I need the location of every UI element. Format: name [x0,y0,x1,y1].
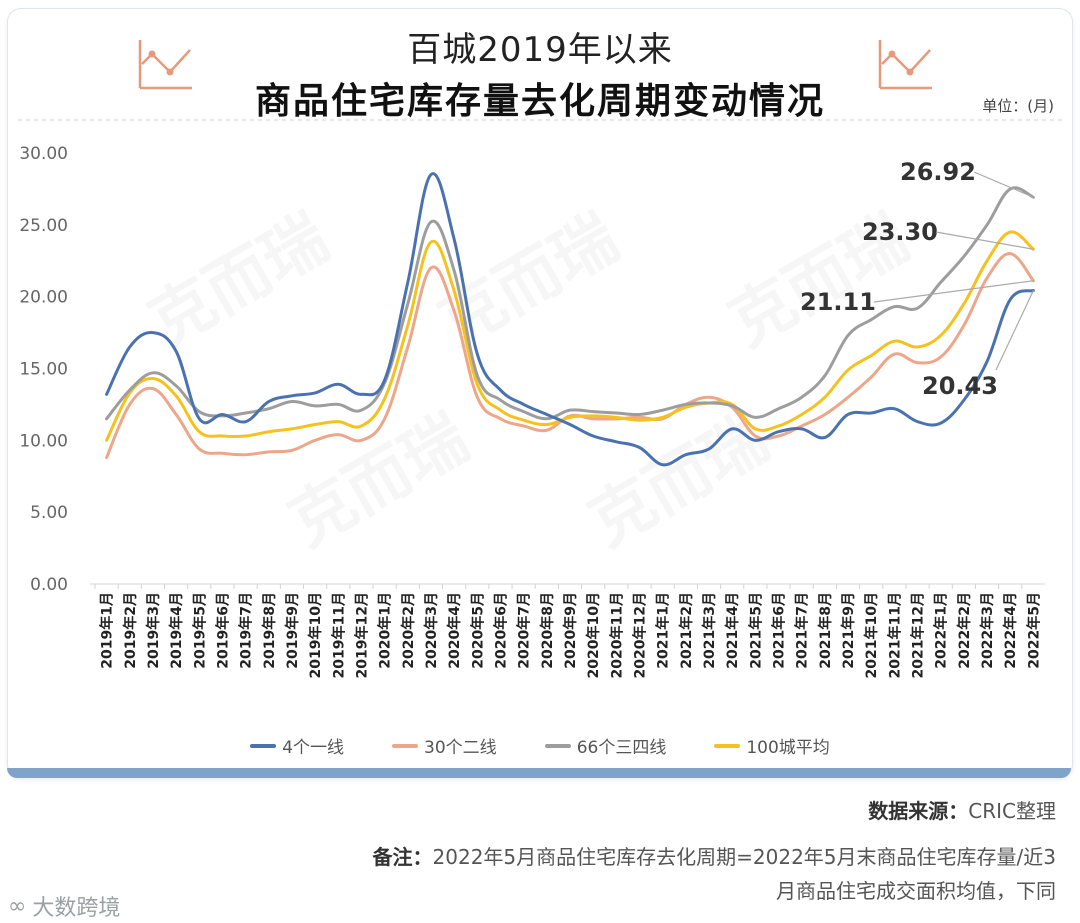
x-tick-label: 2019年9月 [284,592,301,669]
x-tick-label: 2020年4月 [446,592,463,669]
x-tick-label: 2019年1月 [99,592,116,669]
x-tick-label: 2020年8月 [539,592,556,669]
unit-label: 单位：(月) [982,97,1054,115]
x-tick-label: 2019年10月 [307,592,324,678]
x-tick-label: 2021年1月 [655,592,672,669]
legend-label: 30个二线 [424,738,497,758]
data-label: 21.11 [800,288,876,316]
legend-item: 4个一线 [250,733,344,758]
note-value: 2022年5月商品住宅库存去化周期=2022年5月末商品住宅库存量/近3月商品住… [432,845,1056,903]
x-tick-label: 2019年5月 [191,592,208,669]
x-tick-label: 2019年8月 [261,592,278,669]
x-tick-label: 2019年7月 [238,592,255,669]
series-line [105,186,1035,421]
chart-decoration-icon [878,40,932,90]
x-tick-label: 2019年3月 [145,592,162,669]
y-tick-label: 30.00 [19,144,68,164]
x-tick-label: 2020年12月 [632,592,649,678]
x-tick-label: 2019年4月 [168,592,185,669]
y-tick-label: 5.00 [30,503,68,523]
chart-decoration-icon [138,40,192,90]
leader-line [873,280,1034,303]
legend-item: 100城平均 [714,733,830,758]
x-tick-label: 2019年12月 [353,592,370,678]
legend: 4个一线 30个二线 66个三四线 100城平均 [0,733,1080,758]
x-tick-label: 2020年6月 [492,592,509,669]
brand-name: 大数跨境 [32,896,121,921]
footnote: 备注：2022年5月商品住宅库存去化周期=2022年5月末商品住宅库存量/近3月… [356,840,1056,908]
card-bottom-bar [7,768,1071,778]
x-tick-label: 2021年6月 [771,592,788,669]
chart-title-line2: 商品住宅库存量去化周期变动情况 [254,81,825,122]
x-tick-label: 2021年4月 [724,592,741,669]
source-value: CRIC整理 [968,799,1056,823]
x-tick-label: 2020年7月 [516,592,533,669]
series-line [105,230,1035,442]
x-tick-label: 2020年1月 [377,592,394,669]
x-tick-label: 2019年11月 [330,592,347,678]
x-tick-label: 2022年4月 [1002,592,1019,669]
leader-line [973,171,1034,198]
leader-line [935,231,1034,250]
x-tick-label: 2022年5月 [1025,592,1042,669]
brand-logo-icon: ∞ [8,893,27,919]
legend-swatch [544,743,571,748]
data-label: 26.92 [900,158,976,186]
legend-swatch [392,743,419,748]
note-label: 备注： [372,845,433,869]
x-tick-label: 2021年5月 [747,592,764,669]
y-tick-label: 15.00 [19,360,68,380]
y-tick-label: 20.00 [19,288,68,308]
series-line [105,172,1035,467]
x-tick-label: 2021年7月 [794,592,811,669]
series-line [105,252,1035,460]
y-tick-label: 0.00 [30,575,68,595]
y-tick-label: 25.00 [19,216,68,236]
source-label: 数据来源： [868,799,969,823]
data-source: 数据来源：CRIC整理 [868,795,1056,824]
y-tick-label: 10.00 [19,431,68,451]
legend-item: 30个二线 [392,733,497,758]
x-tick-label: 2021年11月 [886,592,903,678]
x-tick-label: 2021年3月 [701,592,718,669]
legend-label: 100城平均 [746,738,830,758]
x-tick-label: 2020年10月 [585,592,602,678]
x-tick-label: 2022年3月 [979,592,996,669]
legend-label: 4个一线 [282,738,345,758]
x-tick-label: 2021年12月 [910,592,927,678]
x-tick-label: 2020年3月 [423,592,440,669]
x-tick-label: 2020年11月 [608,592,625,678]
x-tick-label: 2021年8月 [817,592,834,669]
data-label: 20.43 [922,372,998,400]
x-tick-label: 2019年6月 [214,592,231,669]
x-tick-label: 2019年2月 [122,592,139,669]
x-tick-label: 2020年2月 [400,592,417,669]
legend-swatch [250,743,277,748]
x-tick-label: 2022年1月 [933,592,950,669]
leader-line [995,290,1034,371]
x-tick-label: 2020年9月 [562,592,579,669]
legend-item: 66个三四线 [544,733,667,758]
chart-title-line1: 百城2019年以来 [407,30,673,70]
data-label: 23.30 [862,218,938,246]
legend-label: 66个三四线 [576,738,667,758]
x-tick-label: 2021年10月 [863,592,880,678]
x-tick-label: 2021年9月 [840,592,857,669]
legend-swatch [714,743,741,748]
x-tick-label: 2020年5月 [469,592,486,669]
x-tick-label: 2021年2月 [678,592,695,669]
brand: ∞ 大数跨境 [8,890,120,922]
x-tick-label: 2022年2月 [956,592,973,669]
